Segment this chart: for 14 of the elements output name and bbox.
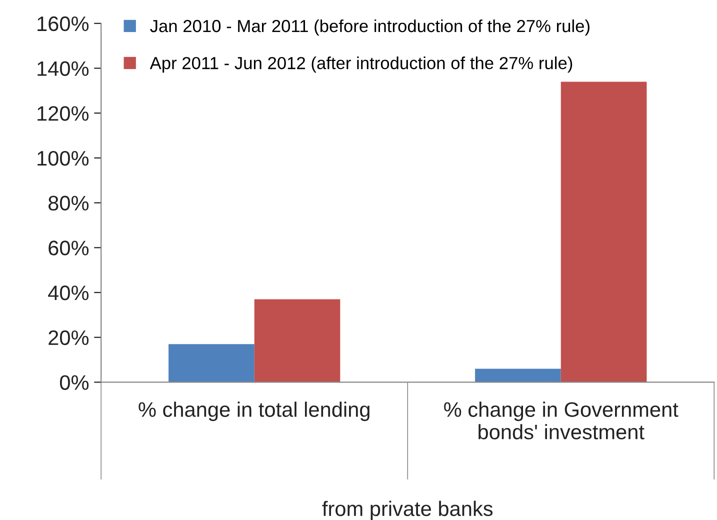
y-tick-label: 140%	[38, 61, 89, 76]
y-tick-label: 20%	[48, 330, 89, 346]
x-tick-label: % change in Government bonds' investment	[444, 402, 678, 440]
y-tick-label: 80%	[48, 196, 89, 211]
legend-label: Apr 2011 - Jun 2012 (after introduction of the 27% rule)	[150, 56, 572, 73]
y-tick-label: 120%	[38, 106, 89, 121]
y-tick-label: 60%	[48, 240, 89, 256]
y-tick-label: 100%	[38, 150, 89, 166]
legend-label: Jan 2010 - Mar 2011 (before introduction of the 27% rule)	[150, 19, 590, 36]
x-axis-title: from private banks	[322, 500, 493, 520]
y-tick-label: 40%	[48, 286, 89, 300]
x-tick-label: % change in total lending	[138, 402, 370, 422]
y-tick-label: 160%	[38, 16, 89, 32]
y-tick-label: 0%	[60, 375, 89, 390]
